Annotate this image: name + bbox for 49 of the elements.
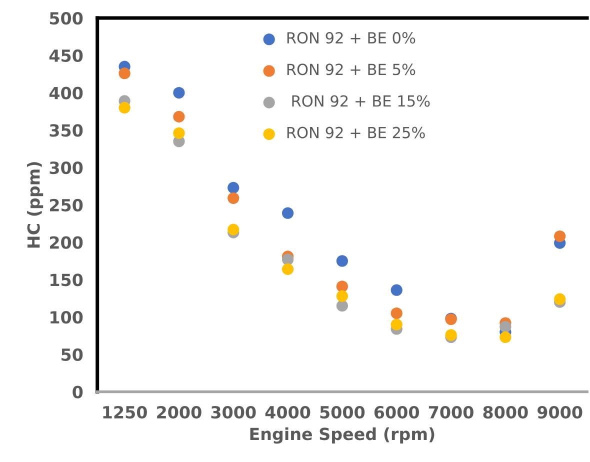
point (336, 290, 348, 302)
point (390, 307, 402, 320)
x-tick-label: 1250 (103, 406, 147, 419)
x-tick-label: 7000 (428, 406, 474, 419)
x-tick-label: 4000 (265, 406, 310, 419)
x-tick-label: 3000 (211, 406, 256, 419)
x-tick-label: 9000 (538, 406, 582, 419)
point (282, 207, 294, 219)
y-tick-label: 450 (49, 49, 83, 62)
legend-label: RON 92 + BE 15% (292, 95, 430, 107)
point (500, 331, 512, 344)
legend-label: RON 92 + BE 5% (287, 64, 416, 76)
y-tick-label: 150 (50, 274, 83, 286)
point (282, 254, 294, 266)
point (500, 320, 512, 333)
x-tick-label: 8000 (483, 406, 528, 419)
point (554, 293, 566, 305)
y-tick-label: 50 (62, 348, 83, 361)
y-tick-label: 250 (50, 198, 83, 212)
point (336, 300, 348, 312)
point (228, 224, 240, 236)
point (554, 230, 566, 242)
y-tick-label: 100 (50, 310, 83, 324)
y-tick-label: 0 (72, 386, 83, 398)
point (173, 127, 185, 139)
legend-label: RON 92 + BE 25% (287, 126, 425, 138)
point (173, 86, 185, 99)
y-tick-label: 350 (50, 124, 83, 137)
x-axis-title: Engine Speed (rpm) (250, 427, 434, 444)
point (445, 329, 457, 341)
x-tick-label: 6000 (374, 406, 420, 419)
point (282, 263, 294, 275)
point (118, 68, 130, 80)
point (390, 284, 402, 296)
point (336, 255, 348, 267)
point (173, 110, 185, 122)
y-tick-label: 300 (50, 161, 83, 174)
point (390, 318, 402, 330)
point (228, 192, 240, 204)
legend-label: RON 92 + BE 0% (287, 32, 416, 44)
y-tick-label: 200 (50, 236, 83, 249)
point (228, 182, 240, 194)
y-axis-title: HC (ppm) (27, 162, 44, 248)
y-tick-label: 500 (50, 12, 83, 25)
x-tick-label: 5000 (320, 406, 365, 419)
y-tick-label: 400 (49, 86, 83, 100)
point (118, 102, 130, 114)
point (336, 280, 348, 292)
x-tick-label: 2000 (157, 406, 202, 419)
